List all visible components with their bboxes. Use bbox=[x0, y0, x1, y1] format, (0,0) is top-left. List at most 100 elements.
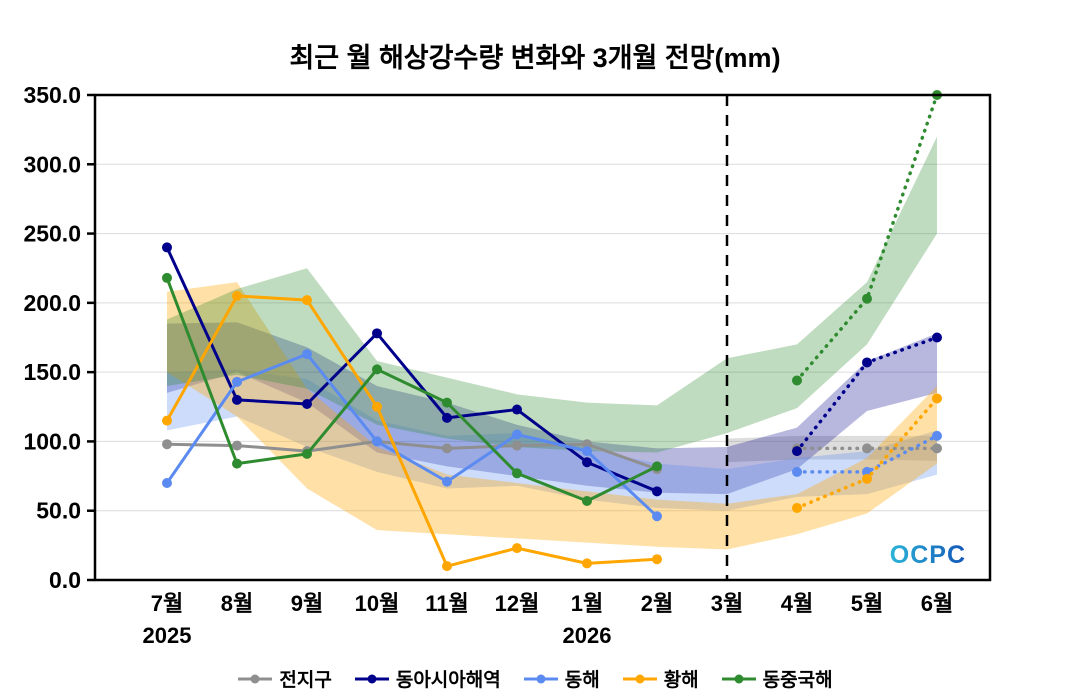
marker-east-asia bbox=[792, 446, 802, 457]
band-east-china-sea bbox=[167, 136, 937, 453]
y-tick-label: 50.0 bbox=[36, 498, 81, 524]
legend-label-east-sea: 동해 bbox=[564, 670, 600, 691]
marker-global bbox=[932, 443, 942, 454]
y-tick-label: 0.0 bbox=[49, 567, 81, 593]
marker-yellow-sea bbox=[372, 401, 382, 412]
marker-east-asia bbox=[862, 357, 872, 368]
marker-global bbox=[162, 439, 172, 450]
legend-marker-global bbox=[238, 674, 273, 683]
marker-east-china-sea bbox=[652, 461, 662, 472]
marker-east-china-sea bbox=[372, 364, 382, 375]
marker-east-sea bbox=[862, 466, 872, 477]
band-east-asia bbox=[167, 322, 937, 495]
legend-label-yellow-sea: 황해 bbox=[663, 670, 699, 691]
marker-east-sea bbox=[512, 429, 522, 440]
x-tick-label: 7월 bbox=[151, 591, 183, 616]
marker-east-sea bbox=[442, 476, 452, 487]
marker-east-asia bbox=[372, 328, 382, 339]
marker-yellow-sea bbox=[512, 543, 522, 554]
marker-east-china-sea bbox=[162, 272, 172, 283]
band-yellow-sea bbox=[167, 282, 937, 550]
y-tick-label: 200.0 bbox=[23, 290, 81, 316]
y-tick-label: 150.0 bbox=[23, 359, 81, 385]
legend-item-yellow-sea: 황해 bbox=[622, 665, 699, 692]
x-tick-label: 12월 bbox=[495, 591, 540, 616]
marker-east-sea bbox=[652, 511, 662, 522]
legend-item-east-asia: 동아시아해역 bbox=[354, 665, 501, 692]
line-observed-east-asia bbox=[165, 246, 658, 493]
marker-east-sea bbox=[582, 446, 592, 457]
marker-yellow-sea bbox=[792, 502, 802, 513]
legend-marker-east-asia bbox=[354, 674, 389, 683]
marker-east-china-sea bbox=[862, 293, 872, 304]
marker-east-asia bbox=[582, 457, 592, 468]
marker-east-china-sea bbox=[302, 448, 312, 459]
band-east-sea bbox=[167, 369, 937, 511]
x-tick-label: 8월 bbox=[221, 591, 253, 616]
chart-title: 최근 월 해상강수량 변화와 3개월 전망(mm) bbox=[289, 43, 781, 73]
x-tick-label: 9월 bbox=[291, 591, 323, 616]
x-tick-label: 3월 bbox=[711, 591, 743, 616]
y-tick-label: 250.0 bbox=[23, 221, 81, 247]
y-tick-label: 100.0 bbox=[23, 428, 81, 454]
marker-yellow-sea bbox=[442, 561, 452, 572]
marker-east-asia bbox=[652, 486, 662, 497]
x-tick-label: 4월 bbox=[781, 591, 813, 616]
x-tick-label: 10월 bbox=[355, 591, 400, 616]
legend-marker-yellow-sea bbox=[622, 674, 657, 683]
x-tick-label: 11월 bbox=[425, 591, 469, 616]
marker-yellow-sea bbox=[582, 558, 592, 569]
legend-marker-east-sea bbox=[523, 674, 558, 683]
marker-yellow-sea bbox=[652, 554, 662, 565]
marker-east-sea bbox=[302, 349, 312, 360]
marker-global bbox=[512, 440, 522, 451]
line-observed-yellow-sea bbox=[165, 294, 658, 568]
marker-global bbox=[442, 443, 452, 454]
y-tick-label: 350.0 bbox=[23, 82, 81, 108]
plot-border bbox=[93, 93, 992, 582]
x-tick-label: 2월 bbox=[641, 591, 673, 616]
marker-global bbox=[862, 443, 872, 454]
chart-legend: 전지구 동아시아해역 동해 황해 동중국해 bbox=[0, 665, 1070, 692]
marker-east-asia bbox=[932, 332, 942, 343]
marker-east-asia bbox=[302, 399, 312, 410]
marker-yellow-sea bbox=[232, 290, 242, 301]
line-forecast-east-sea bbox=[795, 434, 939, 474]
marker-east-china-sea bbox=[512, 468, 522, 479]
marker-east-china-sea bbox=[442, 397, 452, 408]
marker-east-china-sea bbox=[582, 496, 592, 507]
x-tick-label: 5월 bbox=[851, 591, 883, 616]
ocpc-logo: OCPC bbox=[890, 541, 966, 569]
marker-yellow-sea bbox=[932, 393, 942, 404]
x-tick-label: 6월 bbox=[921, 591, 953, 616]
marker-global bbox=[582, 439, 592, 450]
marker-east-asia bbox=[512, 404, 522, 415]
x-tick-label: 1월 bbox=[571, 591, 603, 616]
band-global bbox=[727, 435, 937, 463]
x-year-label: 2026 bbox=[563, 623, 612, 648]
marker-east-sea bbox=[232, 376, 242, 387]
marker-east-sea bbox=[792, 466, 802, 477]
marker-east-asia bbox=[442, 412, 452, 423]
legend-label-east-china-sea: 동중국해 bbox=[762, 670, 833, 691]
marker-yellow-sea bbox=[162, 415, 172, 426]
marker-east-china-sea bbox=[792, 375, 802, 386]
marker-yellow-sea bbox=[302, 295, 312, 306]
legend-marker-east-china-sea bbox=[721, 674, 756, 683]
y-tick-label: 300.0 bbox=[23, 151, 81, 177]
line-forecast-east-china-sea bbox=[795, 93, 939, 383]
line-observed-east-china-sea bbox=[165, 277, 658, 503]
legend-label-global: 전지구 bbox=[279, 670, 332, 691]
marker-global bbox=[232, 440, 242, 451]
marker-east-sea bbox=[162, 478, 172, 488]
marker-east-asia bbox=[232, 394, 242, 405]
x-year-label: 2025 bbox=[143, 623, 192, 648]
legend-item-east-china-sea: 동중국해 bbox=[721, 665, 833, 692]
marker-yellow-sea bbox=[862, 473, 872, 484]
legend-item-east-sea: 동해 bbox=[523, 665, 600, 692]
legend-label-east-asia: 동아시아해역 bbox=[395, 670, 501, 691]
legend-item-global: 전지구 bbox=[237, 665, 332, 692]
marker-east-sea bbox=[932, 430, 942, 441]
